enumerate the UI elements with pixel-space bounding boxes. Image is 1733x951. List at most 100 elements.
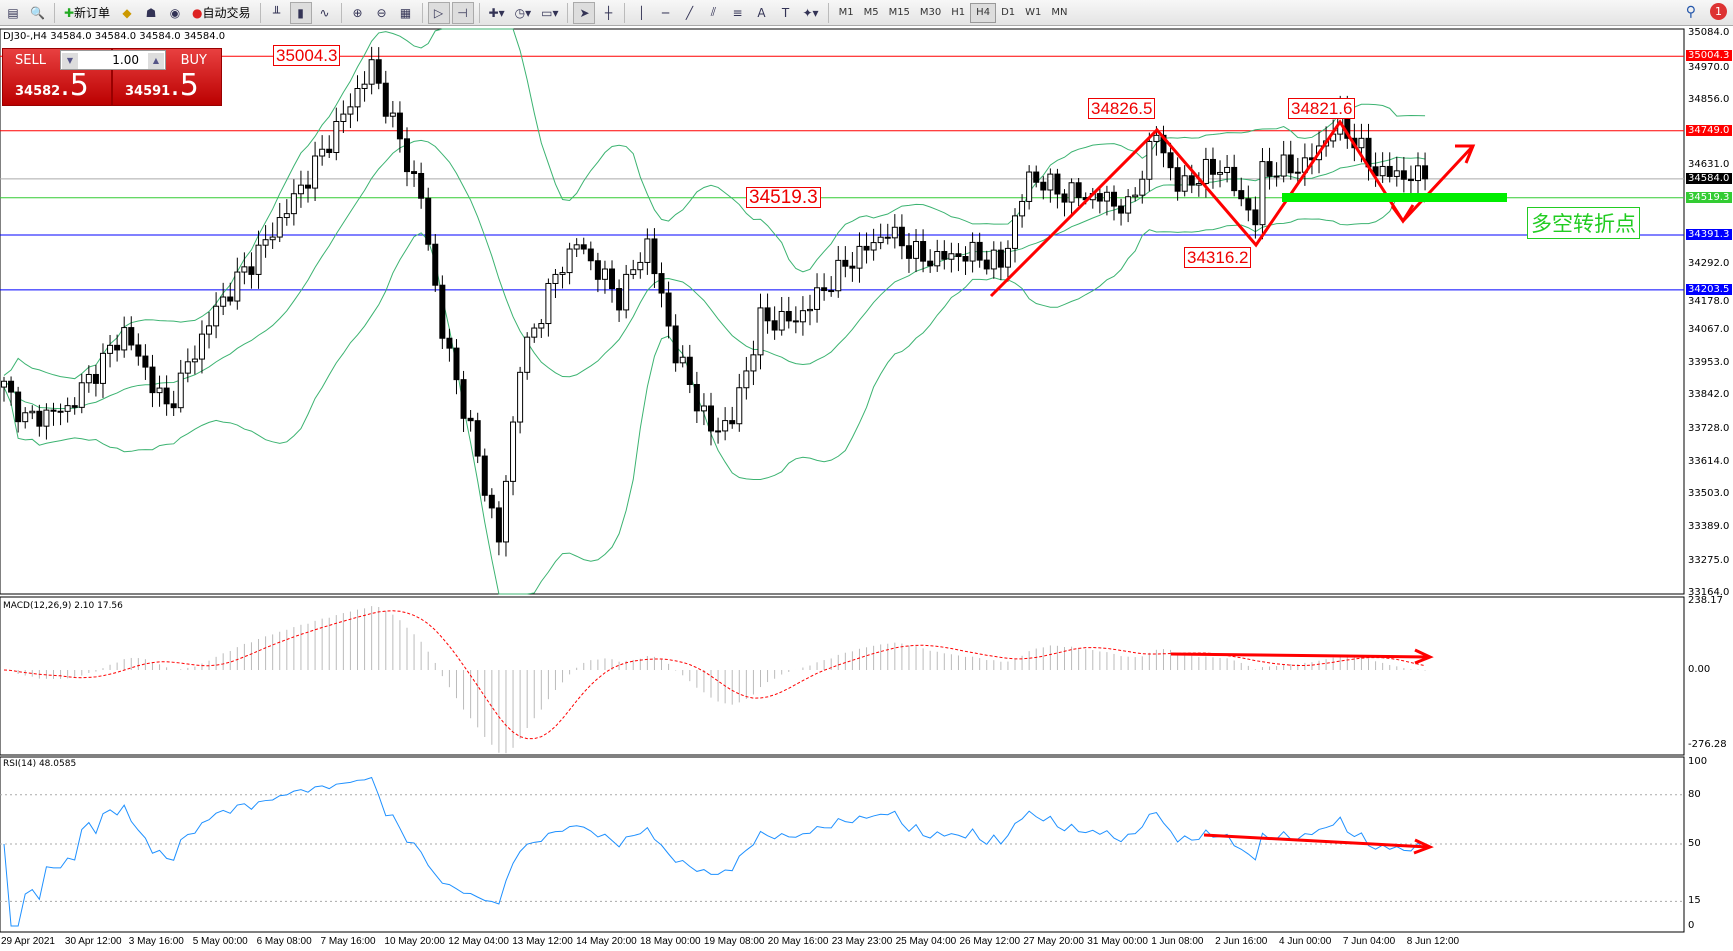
pivot-point-label[interactable]: 多空转折点	[1527, 207, 1640, 239]
sell-button[interactable]: SELL 34582.5	[2, 48, 112, 106]
period-m5[interactable]: M5	[863, 7, 879, 18]
candle-body	[538, 323, 545, 329]
candle-body	[835, 259, 842, 292]
text-icon[interactable]: A	[757, 5, 766, 20]
candle-body	[764, 307, 771, 322]
period-h4[interactable]: H4	[970, 2, 997, 23]
candle-body	[50, 409, 57, 412]
candle-body	[290, 193, 297, 215]
time-axis-label: 20 May 16:00	[767, 936, 829, 947]
period-m30[interactable]: M30	[919, 7, 942, 18]
candle-body	[566, 248, 573, 274]
candle-body	[934, 251, 941, 267]
price-chart[interactable]	[0, 26, 1733, 951]
new-order-button[interactable]: ✚ 新订单	[60, 2, 114, 24]
search-icon[interactable]: ⚲	[1685, 3, 1696, 20]
period-h1[interactable]: H1	[951, 7, 966, 18]
cursor-icon[interactable]: ➤	[573, 1, 596, 24]
macd-pane	[0, 596, 1685, 756]
trendline-icon[interactable]: ╱	[685, 5, 694, 20]
candle-body	[488, 494, 495, 509]
zoom-out-icon[interactable]: ⊖	[376, 5, 387, 20]
time-axis-label: 30 Apr 12:00	[64, 936, 122, 947]
candle-body	[1033, 171, 1040, 183]
candle-body	[743, 370, 750, 389]
period-m15[interactable]: M15	[888, 7, 910, 18]
notifications-badge[interactable]: 1	[1710, 3, 1727, 20]
candle-body	[552, 273, 559, 284]
annotation-peak-2[interactable]: 34821.6	[1288, 98, 1356, 119]
vertical-line-icon[interactable]: │	[637, 5, 646, 20]
divider	[53, 2, 55, 23]
price-axis-label: 33614.0	[1688, 455, 1730, 467]
candle-body	[983, 259, 990, 270]
line-chart-icon[interactable]: ∿	[319, 5, 330, 20]
candle-body	[757, 307, 764, 356]
candle-body	[814, 287, 821, 310]
auto-trading-button[interactable]: ● 自动交易	[188, 2, 255, 24]
candle-body	[85, 373, 92, 384]
price-pane	[0, 28, 1685, 595]
candle-body	[1125, 196, 1132, 214]
candle-body	[15, 391, 22, 423]
buy-button[interactable]: BUY 34591.5	[112, 48, 222, 106]
candle-body	[672, 325, 679, 364]
strategy-icon[interactable]: ◆	[122, 5, 132, 20]
indicators-icon[interactable]: ✚▾	[488, 5, 505, 20]
zigzag-arrow	[989, 119, 1475, 298]
time-axis-label: 29 Apr 2021	[1, 936, 55, 947]
candle-body	[573, 244, 580, 250]
candle-body	[418, 172, 425, 199]
period-m1[interactable]: M1	[838, 7, 854, 18]
time-axis-label: 12 May 04:00	[448, 936, 509, 947]
templates-icon[interactable]: ▭▾	[541, 5, 559, 20]
horizontal-line-icon[interactable]: ─	[661, 5, 670, 20]
candle-body	[1217, 171, 1224, 175]
bar-chart-icon[interactable]: ╨	[272, 5, 281, 20]
lot-increase-button[interactable]: ▲	[148, 53, 164, 69]
candle-body	[580, 244, 587, 250]
candle-body	[948, 253, 955, 260]
candlestick-icon[interactable]: ▮	[289, 1, 312, 24]
price-level-tag: 34203.5	[1686, 283, 1732, 295]
bollinger-lower	[3, 197, 1426, 595]
candle-body	[149, 366, 156, 394]
time-axis-label: 18 May 00:00	[640, 936, 701, 947]
chart-shift-icon[interactable]: ⊣	[451, 1, 474, 24]
periods-icon[interactable]: ◷▾	[514, 5, 532, 20]
candle-body	[693, 383, 700, 412]
candle-body	[411, 171, 418, 174]
candle-body	[432, 243, 439, 286]
time-axis-label: 1 Jun 08:00	[1151, 936, 1204, 947]
market-watch-icon[interactable]: 🔍	[30, 5, 45, 20]
candle-body	[184, 361, 191, 374]
time-axis-label: 25 May 04:00	[895, 936, 957, 947]
tile-windows-icon[interactable]: ▦	[399, 5, 412, 20]
annotation-trough[interactable]: 34316.2	[1184, 247, 1252, 268]
candle-body	[644, 238, 651, 263]
annotation-support[interactable]: 34519.3	[746, 187, 821, 208]
auto-scroll-icon[interactable]: ▷	[427, 1, 450, 24]
candle-body	[99, 352, 106, 384]
candle-body	[849, 265, 856, 269]
annotation-high[interactable]: 35004.3	[273, 45, 341, 66]
crosshair-icon[interactable]: ┼	[604, 5, 613, 20]
zoom-in-icon[interactable]: ⊕	[352, 5, 363, 20]
fibonacci-icon[interactable]: ≡	[732, 5, 743, 20]
candle-body	[425, 197, 432, 245]
signals-icon[interactable]: ◉	[169, 5, 181, 20]
candle-body	[821, 287, 828, 292]
arrows-icon[interactable]: ✦▾	[802, 5, 819, 20]
period-w1[interactable]: W1	[1025, 7, 1042, 18]
annotation-peak-1[interactable]: 34826.5	[1088, 98, 1156, 119]
candle-body	[1132, 194, 1139, 198]
candle-body	[1358, 137, 1365, 149]
period-d1[interactable]: D1	[1001, 7, 1016, 18]
period-mn[interactable]: MN	[1051, 7, 1068, 18]
text-label-icon[interactable]: T	[781, 5, 790, 20]
chart-window-icon[interactable]: ▤	[7, 5, 19, 20]
equidistant-channel-icon[interactable]: ⫽	[710, 5, 717, 19]
lot-decrease-button[interactable]: ▼	[62, 53, 78, 69]
lot-size-input[interactable]: 1.00	[60, 50, 166, 70]
terminal-icon[interactable]: ☗	[145, 5, 157, 20]
